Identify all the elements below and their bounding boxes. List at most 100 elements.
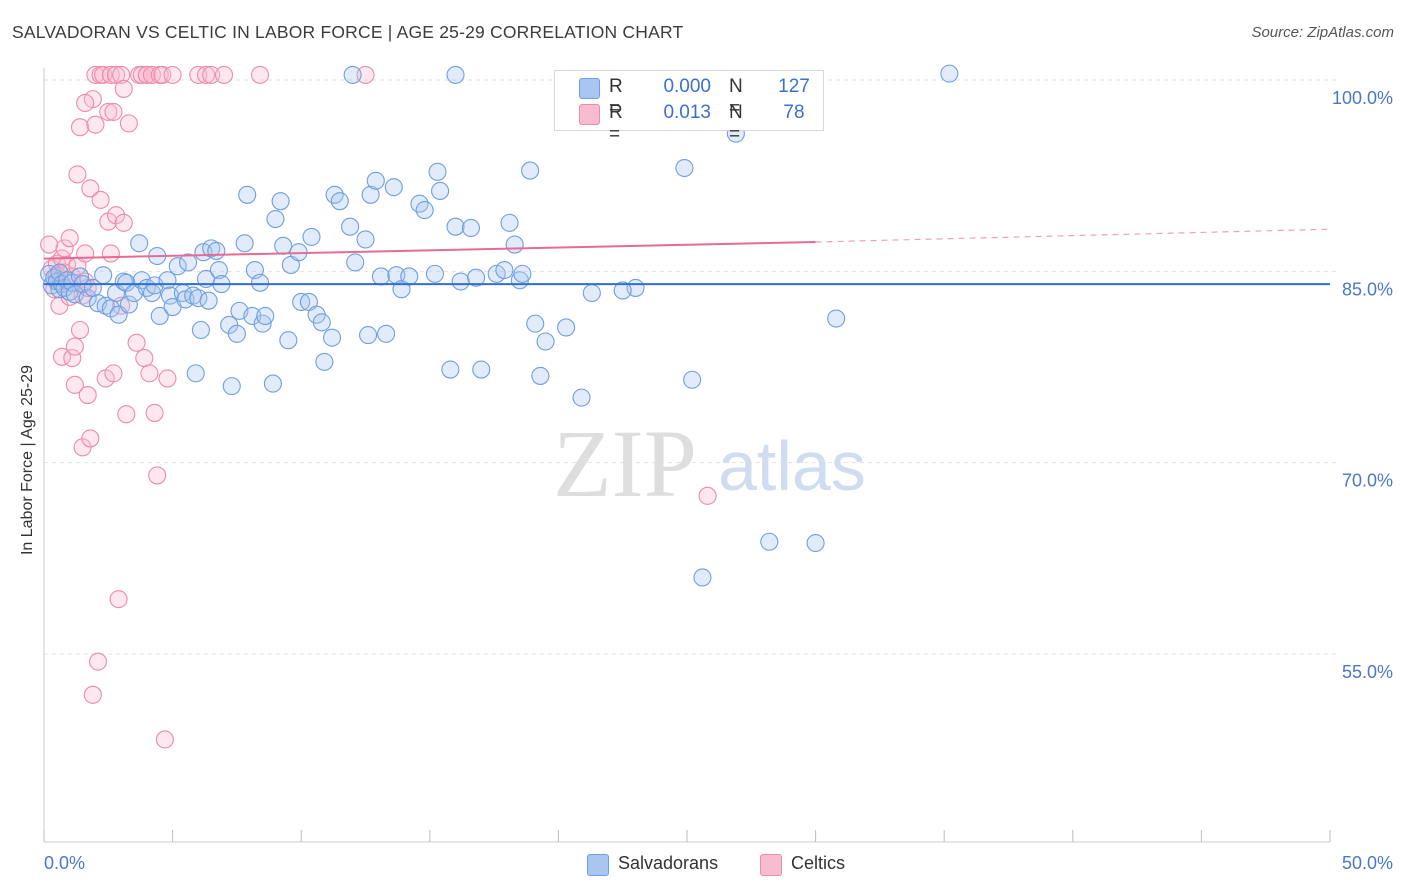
salvadorans-point <box>446 65 465 84</box>
salvadorans-point <box>343 65 362 84</box>
salvadorans-point <box>274 236 293 255</box>
salvadorans-point <box>582 283 601 303</box>
salvadorans-point <box>202 239 221 258</box>
salvadorans-point <box>199 291 218 310</box>
celtics-point <box>250 65 270 84</box>
salvadorans-point <box>513 264 532 283</box>
salvadorans-point <box>446 217 465 236</box>
celtics-point <box>153 65 172 84</box>
celtics-point <box>155 730 174 749</box>
salvadorans-point <box>222 377 241 396</box>
celtics-point <box>135 349 154 368</box>
salvadorans-point <box>415 201 434 220</box>
n-label: N = <box>729 76 743 119</box>
salvadorans-point <box>400 267 419 286</box>
salvadorans-point <box>505 235 524 254</box>
celtics-point <box>132 65 151 84</box>
x-tick-label-min: 0.0% <box>44 853 85 873</box>
correlation-legend: R = 0.000 N = 127 R = 0.013 N = 78 <box>554 70 824 145</box>
salvadorans-point <box>130 234 149 253</box>
salvadorans-point <box>384 178 403 197</box>
celtics-point <box>81 179 100 198</box>
salvadorans-point <box>178 253 198 272</box>
y-tick-label: 70.0% <box>1342 471 1393 491</box>
salvadorans-point <box>531 366 550 385</box>
watermark: ZIP atlas <box>553 410 866 517</box>
salvadorans-point <box>371 267 390 286</box>
celtics-point <box>119 114 138 133</box>
salvadorans-point <box>441 360 460 379</box>
celtics-trend-line <box>43 240 816 260</box>
salvadorans-swatch <box>579 78 600 99</box>
salvadorans-point <box>119 295 138 314</box>
chart-title: SALVADORAN VS CELTIC IN LABOR FORCE | AG… <box>12 22 684 42</box>
salvadorans-point <box>431 181 450 201</box>
celtics-point <box>698 486 717 505</box>
salvadorans-point <box>346 253 365 272</box>
celtics-point <box>356 65 375 84</box>
salvadorans-point <box>302 227 321 246</box>
y-tick-label: 100.0% <box>1332 88 1393 108</box>
salvadorans-point <box>191 320 210 340</box>
salvadorans-point <box>186 364 205 383</box>
celtics-point <box>148 466 167 485</box>
celtics-point <box>114 213 133 232</box>
celtics-point <box>106 206 126 225</box>
celtics-point <box>91 190 110 209</box>
celtics-point <box>142 65 162 84</box>
n-value: 78 <box>783 102 805 123</box>
salvadorans-point <box>572 388 591 407</box>
celtics-point <box>114 79 133 98</box>
salvadorans-point <box>806 533 825 553</box>
salvadorans-legend-swatch <box>587 854 609 876</box>
salvadorans-point <box>256 306 275 326</box>
celtics-point <box>145 403 164 422</box>
celtics-point <box>127 333 146 352</box>
salvadorans-point <box>279 331 298 350</box>
celtics-legend-label: Celtics <box>791 853 846 873</box>
celtics-point <box>70 320 90 340</box>
celtics-point <box>94 65 113 84</box>
salvadorans-point <box>940 64 959 83</box>
y-tick-label: 55.0% <box>1342 662 1393 682</box>
salvadorans-point <box>536 332 555 351</box>
salvadorans-point <box>78 289 97 308</box>
celtics-point <box>88 652 108 671</box>
salvadorans-point <box>315 352 334 371</box>
celtics-point <box>109 590 128 609</box>
salvadorans-point <box>250 273 270 292</box>
salvadorans-point <box>359 326 378 345</box>
salvadorans-point <box>238 185 257 204</box>
salvadorans-point <box>361 185 380 204</box>
celtics-point <box>70 118 90 137</box>
salvadorans-point <box>467 268 486 287</box>
salvadorans-point <box>521 161 540 180</box>
r-value: 0.013 <box>663 102 711 123</box>
watermark-zip: ZIP <box>553 410 697 517</box>
salvadorans-point <box>96 296 115 315</box>
celtics-point <box>99 102 118 121</box>
salvadorans-point <box>263 374 282 393</box>
watermark-atlas: atlas <box>718 427 866 505</box>
celtics-point <box>202 65 221 84</box>
y-tick-label: 85.0% <box>1342 279 1393 299</box>
salvadorans-point <box>827 309 846 328</box>
salvadorans-point <box>312 313 331 332</box>
celtics-point <box>68 165 87 184</box>
r-label: R = <box>609 76 623 119</box>
salvadorans-point <box>266 209 285 229</box>
celtics-point <box>112 65 131 84</box>
celtics-point <box>104 102 123 121</box>
salvadorans-point <box>209 261 228 280</box>
salvadorans-point <box>117 273 136 292</box>
celtics-legend-swatch <box>760 854 782 876</box>
salvadorans-point <box>227 324 246 343</box>
salvadorans-point <box>207 241 226 260</box>
celtics-point <box>76 244 95 263</box>
celtics-point <box>189 65 208 84</box>
celtics-point <box>65 337 84 356</box>
salvadorans-point <box>235 234 254 253</box>
celtics-point <box>60 229 79 248</box>
celtics-point <box>196 65 216 84</box>
